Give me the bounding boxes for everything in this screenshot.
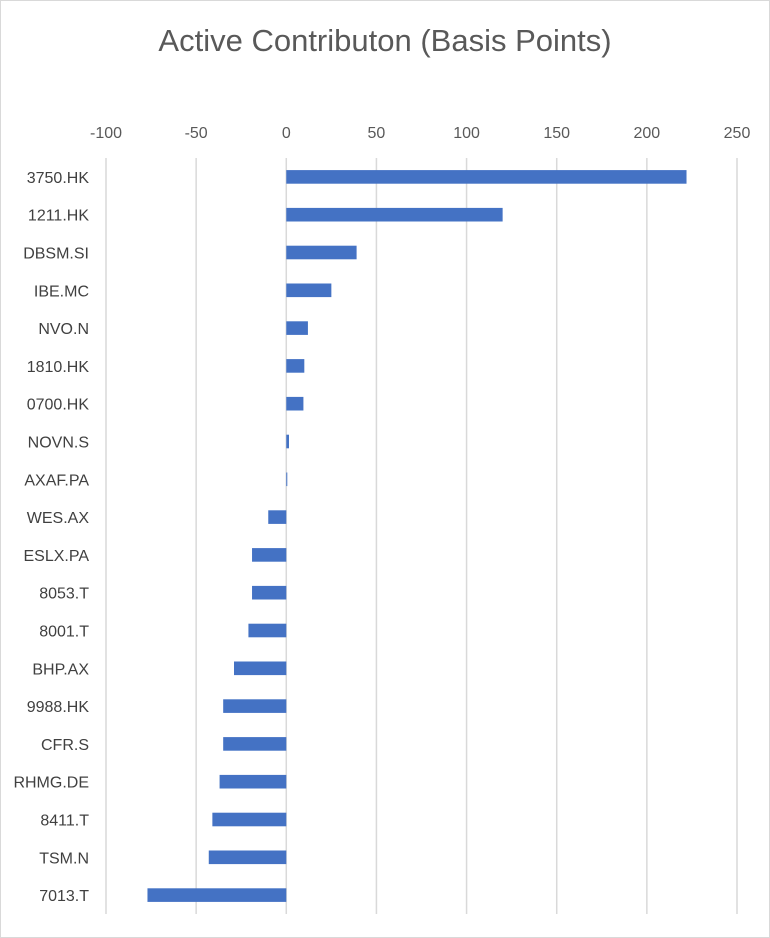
bar-8411-t bbox=[212, 812, 287, 827]
category-label: RHMG.DE bbox=[13, 775, 89, 792]
category-label: 1211.HK bbox=[28, 208, 89, 225]
bar-eslx-pa bbox=[252, 548, 287, 562]
category-label: 8053.T bbox=[39, 586, 89, 603]
bar-ibe-mc bbox=[286, 283, 332, 298]
bar-dbsm-si bbox=[286, 245, 357, 260]
x-tick-label: 200 bbox=[634, 125, 661, 142]
bar-7013-t bbox=[147, 888, 287, 902]
x-tick-label: 50 bbox=[368, 125, 386, 142]
category-label: 8001.T bbox=[39, 624, 89, 641]
bar-3750-hk bbox=[286, 170, 687, 184]
x-tick-label: 150 bbox=[543, 125, 570, 142]
category-label: 9988.HK bbox=[27, 699, 90, 716]
bar-wes-ax bbox=[268, 510, 287, 524]
x-tick-label: 100 bbox=[453, 125, 480, 142]
gridlines bbox=[105, 158, 738, 914]
bar-tsm-n bbox=[208, 850, 287, 865]
bar-1211-hk bbox=[286, 207, 503, 222]
category-label: IBE.MC bbox=[34, 283, 89, 300]
x-axis-ticks: -100 -50 0 50 100 150 200 250 bbox=[90, 125, 750, 142]
category-label: 7013.T bbox=[39, 888, 89, 905]
x-tick-label: 250 bbox=[724, 125, 751, 142]
category-label: AXAF.PA bbox=[24, 472, 89, 489]
x-tick-label: 0 bbox=[282, 125, 291, 142]
bar-cfr-s bbox=[223, 737, 287, 751]
x-tick-label: -100 bbox=[90, 125, 122, 142]
bar-9988-hk bbox=[223, 699, 287, 713]
bar-bhp-ax bbox=[234, 661, 287, 676]
category-label: 1810.HK bbox=[27, 359, 90, 376]
bar-1810-hk bbox=[286, 359, 305, 373]
category-label: DBSM.SI bbox=[23, 246, 89, 263]
bar-0700-hk bbox=[286, 396, 304, 411]
bars bbox=[147, 170, 687, 902]
category-label: NOVN.S bbox=[28, 435, 89, 452]
bar-axaf-pa bbox=[286, 472, 288, 487]
bar-rhmg-de bbox=[219, 774, 287, 789]
category-label: 3750.HK bbox=[27, 170, 90, 187]
category-label: TSM.N bbox=[39, 850, 89, 867]
category-label: NVO.N bbox=[38, 321, 89, 338]
bar-nvo-n bbox=[286, 321, 308, 335]
category-label: CFR.S bbox=[41, 737, 89, 754]
x-tick-label: -50 bbox=[185, 125, 208, 142]
category-label: 0700.HK bbox=[27, 397, 90, 414]
bar-8053-t bbox=[252, 585, 287, 600]
chart-title: Active Contributon (Basis Points) bbox=[158, 23, 612, 58]
category-label: ESLX.PA bbox=[23, 548, 89, 565]
y-axis-categories: 3750.HK 1211.HK DBSM.SI IBE.MC NVO.N 1810.HK 0… bbox=[13, 170, 89, 905]
bar-8001-t bbox=[248, 623, 287, 638]
category-label: BHP.AX bbox=[32, 661, 89, 678]
bar-novn-s bbox=[286, 434, 289, 449]
category-label: WES.AX bbox=[27, 510, 90, 527]
category-label: 8411.T bbox=[40, 813, 89, 830]
